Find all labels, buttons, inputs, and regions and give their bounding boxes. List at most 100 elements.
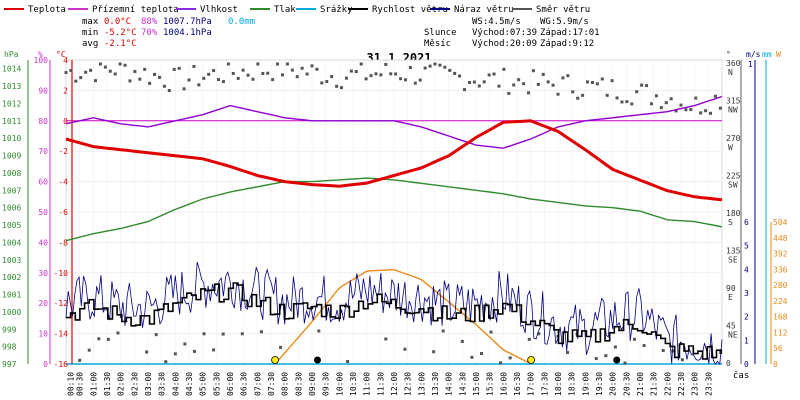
pressure-tick: 1003 [2, 256, 21, 265]
x-tick-label: 15:00 [472, 372, 481, 396]
wind-direction-point [192, 349, 196, 353]
wind-direction-point [443, 65, 447, 69]
wind-wg: WG:5.9m/s [540, 17, 589, 27]
solar-tick: 112 [773, 328, 788, 337]
moon-rise: Východ:20:09 [472, 39, 537, 49]
wind-tick: 0 [744, 360, 749, 369]
x-tick-label: 05:00 [199, 372, 208, 396]
solar-unit: W [776, 50, 781, 59]
direction-name: E [728, 293, 733, 302]
temperature-tick: -8 [58, 238, 68, 247]
stats-avg-label: avg [82, 39, 98, 49]
wind-direction-point [709, 111, 713, 115]
wind-direction-point [364, 77, 368, 81]
x-tick-label: 16:00 [499, 372, 508, 396]
wind-direction-point [143, 67, 147, 71]
wind-direction-point [448, 68, 452, 72]
wind-direction-point [489, 330, 493, 334]
wind-direction-point [212, 348, 216, 352]
wind-direction-point [276, 62, 280, 66]
wind-direction-point [261, 72, 265, 76]
wind-direction-point [177, 66, 181, 70]
solar-tick: 336 [773, 265, 788, 274]
wind-unit: m/s [746, 50, 761, 59]
x-tick-label: 12:30 [404, 372, 413, 396]
x-tick-label: 23:00 [691, 372, 700, 396]
wind-direction-point [79, 76, 83, 80]
wind-direction-point [116, 331, 120, 335]
pressure-tick: 999 [2, 325, 17, 334]
humidity-unit: % [38, 50, 43, 59]
x-tick-label: 13:00 [417, 372, 426, 396]
x-tick-label: 02:00 [117, 372, 126, 396]
wind-direction-point [566, 351, 570, 355]
x-tick-label: 00:30 [76, 372, 85, 396]
x-tick-label: 21:30 [650, 372, 659, 396]
wind-direction-point [226, 62, 230, 66]
wind-tick: 3 [744, 289, 749, 298]
wind-direction-point [187, 78, 191, 82]
temperature-tick: -16 [54, 360, 69, 369]
x-tick-label: 03:30 [158, 372, 167, 396]
wind-direction-point [615, 96, 619, 100]
pressure-tick: 1012 [2, 99, 21, 108]
wind-direction-point [300, 66, 304, 70]
wind-direction-point [384, 337, 388, 341]
pressure-tick: 1007 [2, 186, 21, 195]
wind-direction-point [173, 352, 177, 356]
wind-direction-point [182, 87, 186, 91]
wind-direction-point [704, 109, 708, 113]
x-tick-label: 18:30 [568, 372, 577, 396]
wind-direction-point [694, 96, 698, 100]
wind-direction-point [123, 63, 127, 67]
wind-direction-point [576, 96, 580, 100]
wind-direction-point [221, 80, 225, 84]
wind-direction-point [487, 73, 491, 77]
wind-direction-point [315, 67, 319, 71]
stats-avg-temp: -2.1°C [104, 39, 137, 49]
pressure-tick: 1006 [2, 204, 21, 213]
x-tick-label: 00:10 [67, 372, 76, 396]
wind-direction-point [479, 352, 483, 356]
direction-tick: 360 [726, 59, 741, 68]
x-tick-label: 22:30 [677, 372, 686, 396]
solar-tick: 504 [773, 218, 788, 227]
x-tick-label: 13:30 [431, 372, 440, 396]
direction-name: W [728, 143, 733, 152]
pressure-unit: hPa [4, 50, 19, 59]
wind-direction-point [118, 62, 122, 66]
wind-direction-point [330, 75, 334, 79]
wind-direction-point [251, 77, 255, 81]
sun-label: Slunce [424, 28, 457, 38]
solar-tick: 280 [773, 281, 788, 290]
wind-direction-point [221, 332, 225, 336]
wind-tick: 4 [744, 265, 749, 274]
wind-direction-point [172, 67, 176, 71]
legend-label: Přízemní teplota [92, 5, 179, 15]
wind-direction-point [613, 345, 617, 349]
wind-direction-point [94, 79, 98, 83]
wind-direction-point [623, 361, 627, 365]
wind-direction-point [359, 62, 363, 66]
wind-direction-point [499, 361, 503, 365]
wind-direction-point [153, 72, 157, 76]
humidity-tick: 80 [38, 117, 48, 126]
x-tick-label: 06:30 [240, 372, 249, 396]
humidity-tick: 30 [38, 269, 48, 278]
wind-direction-point [108, 69, 112, 73]
solar-tick: 168 [773, 313, 788, 322]
wind-direction-point [84, 70, 88, 74]
direction-tick: 0 [726, 359, 731, 368]
wind-direction-point [325, 79, 329, 83]
wind-direction-point [279, 345, 283, 349]
wind-direction-point [183, 342, 187, 346]
pressure-tick: 1013 [2, 82, 21, 91]
temperature-line [65, 119, 723, 202]
wind-direction-point [162, 84, 166, 88]
x-tick-label: 08:00 [281, 372, 290, 396]
wind-direction-point [403, 347, 407, 351]
temperature-tick: -4 [58, 178, 68, 187]
rain-unit: mm [762, 50, 772, 59]
wind-direction-point [502, 67, 506, 71]
